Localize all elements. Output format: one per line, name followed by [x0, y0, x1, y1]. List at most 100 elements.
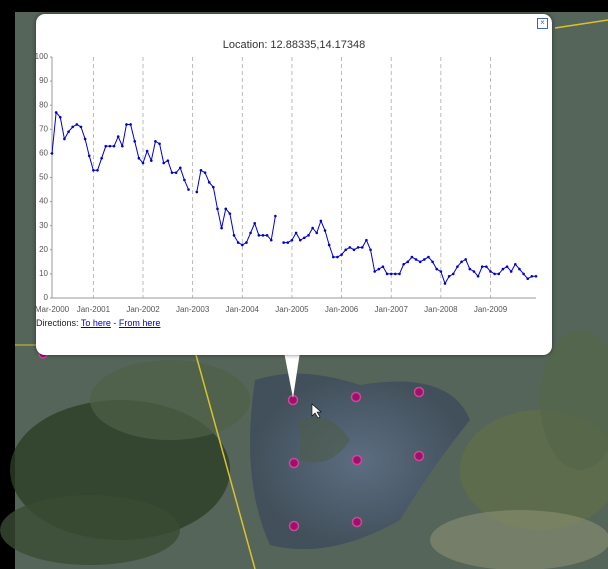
data-point — [327, 243, 331, 247]
data-point — [137, 156, 141, 160]
data-point — [414, 258, 418, 261]
data-point — [174, 171, 178, 174]
data-point — [133, 140, 137, 143]
data-point — [493, 272, 496, 276]
data-point — [447, 275, 451, 278]
data-point — [365, 238, 368, 242]
data-point — [116, 135, 120, 138]
data-point — [514, 262, 517, 266]
x-tick-label: Jan-2006 — [325, 305, 359, 314]
data-point — [220, 226, 223, 230]
data-point — [149, 159, 153, 162]
data-point — [451, 272, 455, 276]
x-tick-label: Jan-2007 — [375, 305, 409, 314]
chart: Location: 12.88335,14.17348 0 10 20 30 40 50 6… — [36, 39, 538, 314]
data-point — [282, 241, 285, 244]
data-point — [54, 111, 58, 114]
data-point — [108, 144, 112, 148]
data-point — [402, 262, 405, 266]
data-point — [58, 115, 62, 119]
data-point — [456, 265, 459, 268]
to-here-link[interactable]: To here — [80, 318, 111, 328]
data-point — [112, 144, 116, 148]
data-point — [104, 144, 108, 148]
data-point — [290, 238, 294, 242]
data-point — [398, 272, 401, 276]
x-tick-label: Jan-2009 — [474, 305, 508, 314]
data-point — [154, 140, 157, 143]
data-point — [67, 130, 70, 134]
data-point — [87, 154, 91, 158]
x-tick-label: Jan-2004 — [226, 305, 260, 314]
y-tick-label: 10 — [39, 269, 48, 278]
data-point — [166, 159, 170, 162]
x-tick-label: Jan-2005 — [275, 305, 309, 314]
data-point — [464, 258, 467, 261]
data-point — [311, 226, 314, 230]
data-point — [162, 161, 165, 165]
data-point — [261, 234, 265, 237]
data-point — [232, 234, 236, 237]
x-tick-label: Jan-2008 — [424, 305, 458, 314]
data-point — [170, 171, 174, 174]
y-tick-label: 40 — [39, 197, 48, 206]
data-point — [249, 231, 252, 235]
data-point — [253, 221, 257, 225]
data-point — [216, 207, 219, 211]
data-point — [443, 282, 447, 285]
data-point — [75, 123, 79, 126]
data-point — [307, 234, 310, 237]
y-tick-label: 30 — [39, 221, 48, 230]
placemarks[interactable] — [38, 349, 425, 532]
from-here-link[interactable]: From here — [118, 318, 161, 328]
data-point — [356, 246, 360, 249]
data-point — [195, 190, 199, 194]
data-point — [497, 272, 501, 276]
data-point — [323, 229, 327, 232]
data-point — [79, 125, 83, 129]
y-tick-label: 50 — [39, 173, 48, 182]
data-point — [245, 241, 248, 244]
data-point — [352, 248, 356, 252]
data-point — [129, 123, 132, 126]
y-tick-label: 80 — [39, 100, 48, 109]
data-point — [518, 267, 521, 271]
x-tick-label: Jan-2001 — [77, 305, 111, 314]
data-point — [526, 277, 530, 281]
data-point — [125, 123, 128, 126]
data-point — [522, 272, 525, 276]
data-point — [187, 188, 190, 191]
data-point — [489, 270, 492, 273]
x-tick-label: Mar-2000 — [36, 305, 70, 314]
cursor — [311, 403, 322, 419]
data-point — [530, 275, 534, 278]
data-point — [505, 265, 509, 268]
data-point — [315, 231, 319, 235]
data-point — [92, 168, 95, 172]
data-point — [360, 246, 364, 249]
close-button[interactable]: × — [537, 18, 548, 29]
data-point — [286, 241, 290, 244]
data-point — [96, 168, 99, 172]
data-point — [228, 212, 232, 215]
data-point — [50, 152, 54, 155]
data-point — [100, 156, 103, 160]
data-point — [298, 238, 302, 242]
data-point — [439, 270, 443, 273]
data-point — [472, 270, 476, 273]
chart-title: Location: 12.88335,14.17348 — [223, 39, 366, 51]
data-point — [389, 272, 393, 276]
data-point — [369, 248, 372, 252]
data-point — [344, 248, 348, 252]
y-tick-label: 60 — [39, 149, 48, 158]
data-point — [435, 267, 439, 271]
y-tick-label: 100 — [36, 52, 49, 61]
data-point — [431, 260, 434, 264]
data-point — [71, 125, 74, 129]
y-tick-label: 20 — [39, 245, 48, 254]
data-point — [183, 178, 186, 182]
data-line — [51, 111, 536, 285]
data-point — [199, 168, 203, 172]
data-point — [207, 181, 211, 184]
